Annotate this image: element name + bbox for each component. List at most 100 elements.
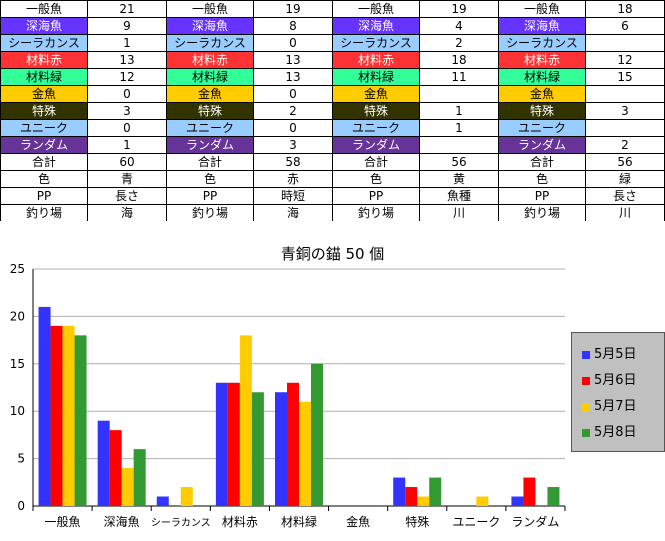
sheet-value-cell[interactable]: 0 xyxy=(87,119,167,137)
sheet-value-cell[interactable]: 2 xyxy=(253,102,333,120)
sheet-value-cell[interactable]: 13 xyxy=(87,51,167,69)
sheet-value-cell[interactable]: 3 xyxy=(253,136,333,154)
sheet-value-cell[interactable]: 3 xyxy=(87,102,167,120)
sheet-label-cell[interactable]: PP xyxy=(498,187,586,205)
sheet-label-cell[interactable]: 一般魚 xyxy=(166,0,254,18)
sheet-value-cell[interactable]: 12 xyxy=(87,68,167,86)
sheet-label-cell[interactable]: 合計 xyxy=(332,153,420,171)
sheet-label-cell[interactable]: 深海魚 xyxy=(166,17,254,35)
sheet-label-cell[interactable]: 材料緑 xyxy=(0,68,88,86)
sheet-value-cell[interactable]: 1 xyxy=(87,34,167,52)
sheet-value-cell[interactable]: 長さ xyxy=(87,187,167,205)
sheet-value-cell[interactable]: 0 xyxy=(253,119,333,137)
sheet-label-cell[interactable]: 色 xyxy=(166,170,254,188)
sheet-label-cell[interactable]: 一般魚 xyxy=(332,0,420,18)
sheet-value-cell[interactable]: 3 xyxy=(585,102,665,120)
sheet-value-cell[interactable]: 19 xyxy=(419,0,499,18)
sheet-value-cell[interactable]: 海 xyxy=(87,204,167,222)
sheet-value-cell[interactable]: 56 xyxy=(419,153,499,171)
sheet-label-cell[interactable]: 合計 xyxy=(0,153,88,171)
sheet-value-cell[interactable]: 12 xyxy=(585,51,665,69)
sheet-label-cell[interactable]: 材料赤 xyxy=(166,51,254,69)
sheet-value-cell[interactable] xyxy=(585,85,665,103)
sheet-label-cell[interactable]: 金魚 xyxy=(498,85,586,103)
sheet-label-cell[interactable]: 材料赤 xyxy=(0,51,88,69)
sheet-value-cell[interactable]: 0 xyxy=(253,34,333,52)
sheet-label-cell[interactable]: 色 xyxy=(332,170,420,188)
sheet-value-cell[interactable]: 60 xyxy=(87,153,167,171)
sheet-value-cell[interactable]: 青 xyxy=(87,170,167,188)
sheet-label-cell[interactable]: 特殊 xyxy=(166,102,254,120)
sheet-value-cell[interactable]: 58 xyxy=(253,153,333,171)
sheet-label-cell[interactable]: PP xyxy=(166,187,254,205)
sheet-label-cell[interactable]: 金魚 xyxy=(0,85,88,103)
sheet-value-cell[interactable]: 4 xyxy=(419,17,499,35)
sheet-value-cell[interactable]: 海 xyxy=(253,204,333,222)
sheet-label-cell[interactable]: PP xyxy=(0,187,88,205)
sheet-label-cell[interactable]: 深海魚 xyxy=(332,17,420,35)
sheet-value-cell[interactable]: 56 xyxy=(585,153,665,171)
sheet-label-cell[interactable]: 深海魚 xyxy=(0,17,88,35)
sheet-label-cell[interactable]: 金魚 xyxy=(166,85,254,103)
sheet-value-cell[interactable]: 0 xyxy=(87,85,167,103)
sheet-label-cell[interactable]: 釣り場 xyxy=(0,204,88,222)
sheet-label-cell[interactable]: シーラカンス xyxy=(498,34,586,52)
sheet-label-cell[interactable]: 一般魚 xyxy=(0,0,88,18)
sheet-label-cell[interactable]: 特殊 xyxy=(498,102,586,120)
sheet-value-cell[interactable]: 9 xyxy=(87,17,167,35)
sheet-label-cell[interactable]: ユニーク xyxy=(0,119,88,137)
sheet-label-cell[interactable]: 一般魚 xyxy=(498,0,586,18)
sheet-value-cell[interactable] xyxy=(419,136,499,154)
sheet-label-cell[interactable]: 釣り場 xyxy=(332,204,420,222)
sheet-label-cell[interactable]: ユニーク xyxy=(332,119,420,137)
sheet-value-cell[interactable]: 18 xyxy=(419,51,499,69)
sheet-value-cell[interactable]: 11 xyxy=(419,68,499,86)
sheet-label-cell[interactable]: シーラカンス xyxy=(332,34,420,52)
sheet-label-cell[interactable]: 金魚 xyxy=(332,85,420,103)
sheet-label-cell[interactable]: 釣り場 xyxy=(498,204,586,222)
sheet-value-cell[interactable] xyxy=(585,34,665,52)
sheet-label-cell[interactable]: 特殊 xyxy=(0,102,88,120)
sheet-value-cell[interactable]: 2 xyxy=(585,136,665,154)
sheet-label-cell[interactable]: ランダム xyxy=(0,136,88,154)
sheet-value-cell[interactable]: 13 xyxy=(253,68,333,86)
sheet-label-cell[interactable]: 色 xyxy=(498,170,586,188)
sheet-label-cell[interactable]: ユニーク xyxy=(166,119,254,137)
sheet-label-cell[interactable]: シーラカンス xyxy=(0,34,88,52)
sheet-value-cell[interactable]: 2 xyxy=(419,34,499,52)
sheet-value-cell[interactable]: 1 xyxy=(419,119,499,137)
sheet-label-cell[interactable]: ランダム xyxy=(166,136,254,154)
sheet-label-cell[interactable]: 材料緑 xyxy=(166,68,254,86)
sheet-label-cell[interactable]: 色 xyxy=(0,170,88,188)
sheet-value-cell[interactable]: 時短 xyxy=(253,187,333,205)
sheet-value-cell[interactable]: 19 xyxy=(253,0,333,18)
sheet-value-cell[interactable]: 18 xyxy=(585,0,665,18)
sheet-value-cell[interactable]: 13 xyxy=(253,51,333,69)
sheet-label-cell[interactable]: 釣り場 xyxy=(166,204,254,222)
sheet-label-cell[interactable]: ランダム xyxy=(498,136,586,154)
sheet-value-cell[interactable] xyxy=(419,85,499,103)
sheet-label-cell[interactable]: ランダム xyxy=(332,136,420,154)
sheet-label-cell[interactable]: PP xyxy=(332,187,420,205)
sheet-value-cell[interactable]: 1 xyxy=(419,102,499,120)
sheet-value-cell[interactable]: 赤 xyxy=(253,170,333,188)
sheet-value-cell[interactable]: 黄 xyxy=(419,170,499,188)
sheet-value-cell[interactable]: 0 xyxy=(253,85,333,103)
sheet-label-cell[interactable]: シーラカンス xyxy=(166,34,254,52)
sheet-label-cell[interactable]: 合計 xyxy=(166,153,254,171)
sheet-label-cell[interactable]: 材料赤 xyxy=(498,51,586,69)
sheet-value-cell[interactable]: 8 xyxy=(253,17,333,35)
sheet-label-cell[interactable]: 材料緑 xyxy=(498,68,586,86)
sheet-value-cell[interactable]: 長さ xyxy=(585,187,665,205)
sheet-value-cell[interactable]: 緑 xyxy=(585,170,665,188)
sheet-value-cell[interactable]: 21 xyxy=(87,0,167,18)
sheet-label-cell[interactable]: 材料緑 xyxy=(332,68,420,86)
sheet-value-cell[interactable]: 川 xyxy=(585,204,665,222)
sheet-label-cell[interactable]: 特殊 xyxy=(332,102,420,120)
sheet-label-cell[interactable]: 材料赤 xyxy=(332,51,420,69)
sheet-label-cell[interactable]: 合計 xyxy=(498,153,586,171)
sheet-label-cell[interactable]: ユニーク xyxy=(498,119,586,137)
sheet-value-cell[interactable] xyxy=(585,119,665,137)
sheet-value-cell[interactable]: 6 xyxy=(585,17,665,35)
sheet-value-cell[interactable]: 魚種 xyxy=(419,187,499,205)
